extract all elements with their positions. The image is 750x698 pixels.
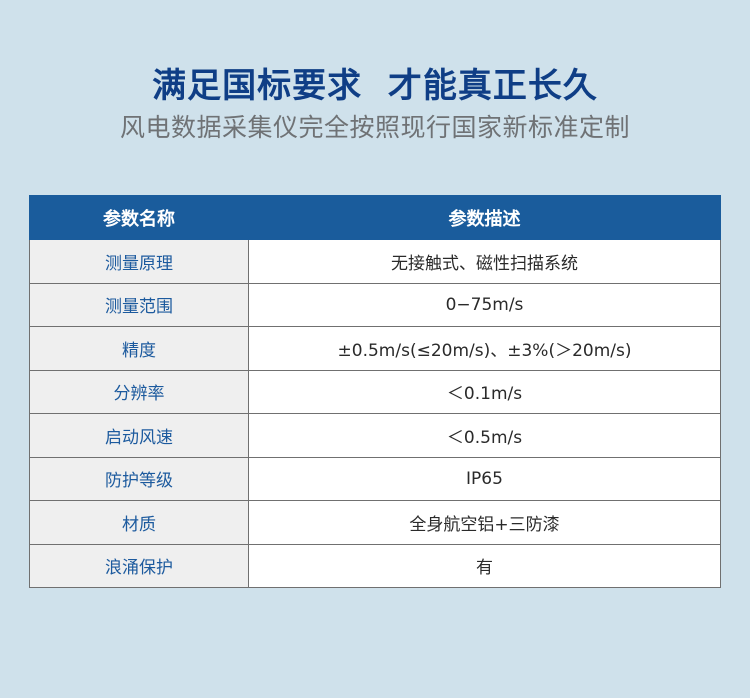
param-name: 材质: [29, 500, 249, 545]
param-name: 精度: [29, 326, 249, 371]
param-desc: ＜0.1m/s: [248, 369, 721, 414]
param-desc: IP65: [248, 456, 721, 501]
param-desc: ±0.5m/s(≤20m/s)、±3%(＞20m/s): [248, 326, 721, 371]
table-row: 浪涌保护有: [29, 543, 721, 588]
param-desc: ＜0.5m/s: [248, 413, 721, 458]
table-row: 材质 全身航空铝+三防漆: [29, 500, 721, 545]
table-row: 精度 ±0.5m/s(≤20m/s)、±3%(＞20m/s): [29, 326, 721, 371]
table-row: 测量原理 无接触式、磁性扫描系统: [29, 239, 721, 284]
param-name: 浪涌保护: [29, 543, 249, 588]
param-name: 测量范围: [29, 282, 249, 327]
table-row: 启动风速 ＜0.5m/s: [29, 413, 721, 458]
page-subtitle: 风电数据采集仪完全按照现行国家新标准定制: [119, 113, 630, 142]
param-desc: 无接触式、磁性扫描系统: [248, 239, 721, 284]
table-header-row: 参数名称 参数描述: [29, 195, 721, 240]
table-row: 防护等级 IP65: [29, 456, 721, 501]
param-name: 分辨率: [29, 369, 249, 414]
spec-table: 参数名称 参数描述 测量原理 无接触式、磁性扫描系统 测量范围 0−75m/s 精度 ±0…: [29, 195, 721, 588]
param-desc: 有: [248, 543, 721, 588]
param-name: 测量原理: [29, 239, 249, 284]
param-name: 启动风速: [29, 413, 249, 458]
param-desc: 全身航空铝+三防漆: [248, 500, 721, 545]
param-name: 防护等级: [29, 456, 249, 501]
table-row: 测量范围 0−75m/s: [29, 282, 721, 327]
table-row: 分辨率 ＜0.1m/s: [29, 369, 721, 414]
column-header-desc: 参数描述: [248, 195, 721, 240]
column-header-name: 参数名称: [29, 195, 249, 240]
page-title: 满足国标要求 才能真正长久: [152, 66, 598, 106]
param-desc: 0−75m/s: [248, 282, 721, 327]
